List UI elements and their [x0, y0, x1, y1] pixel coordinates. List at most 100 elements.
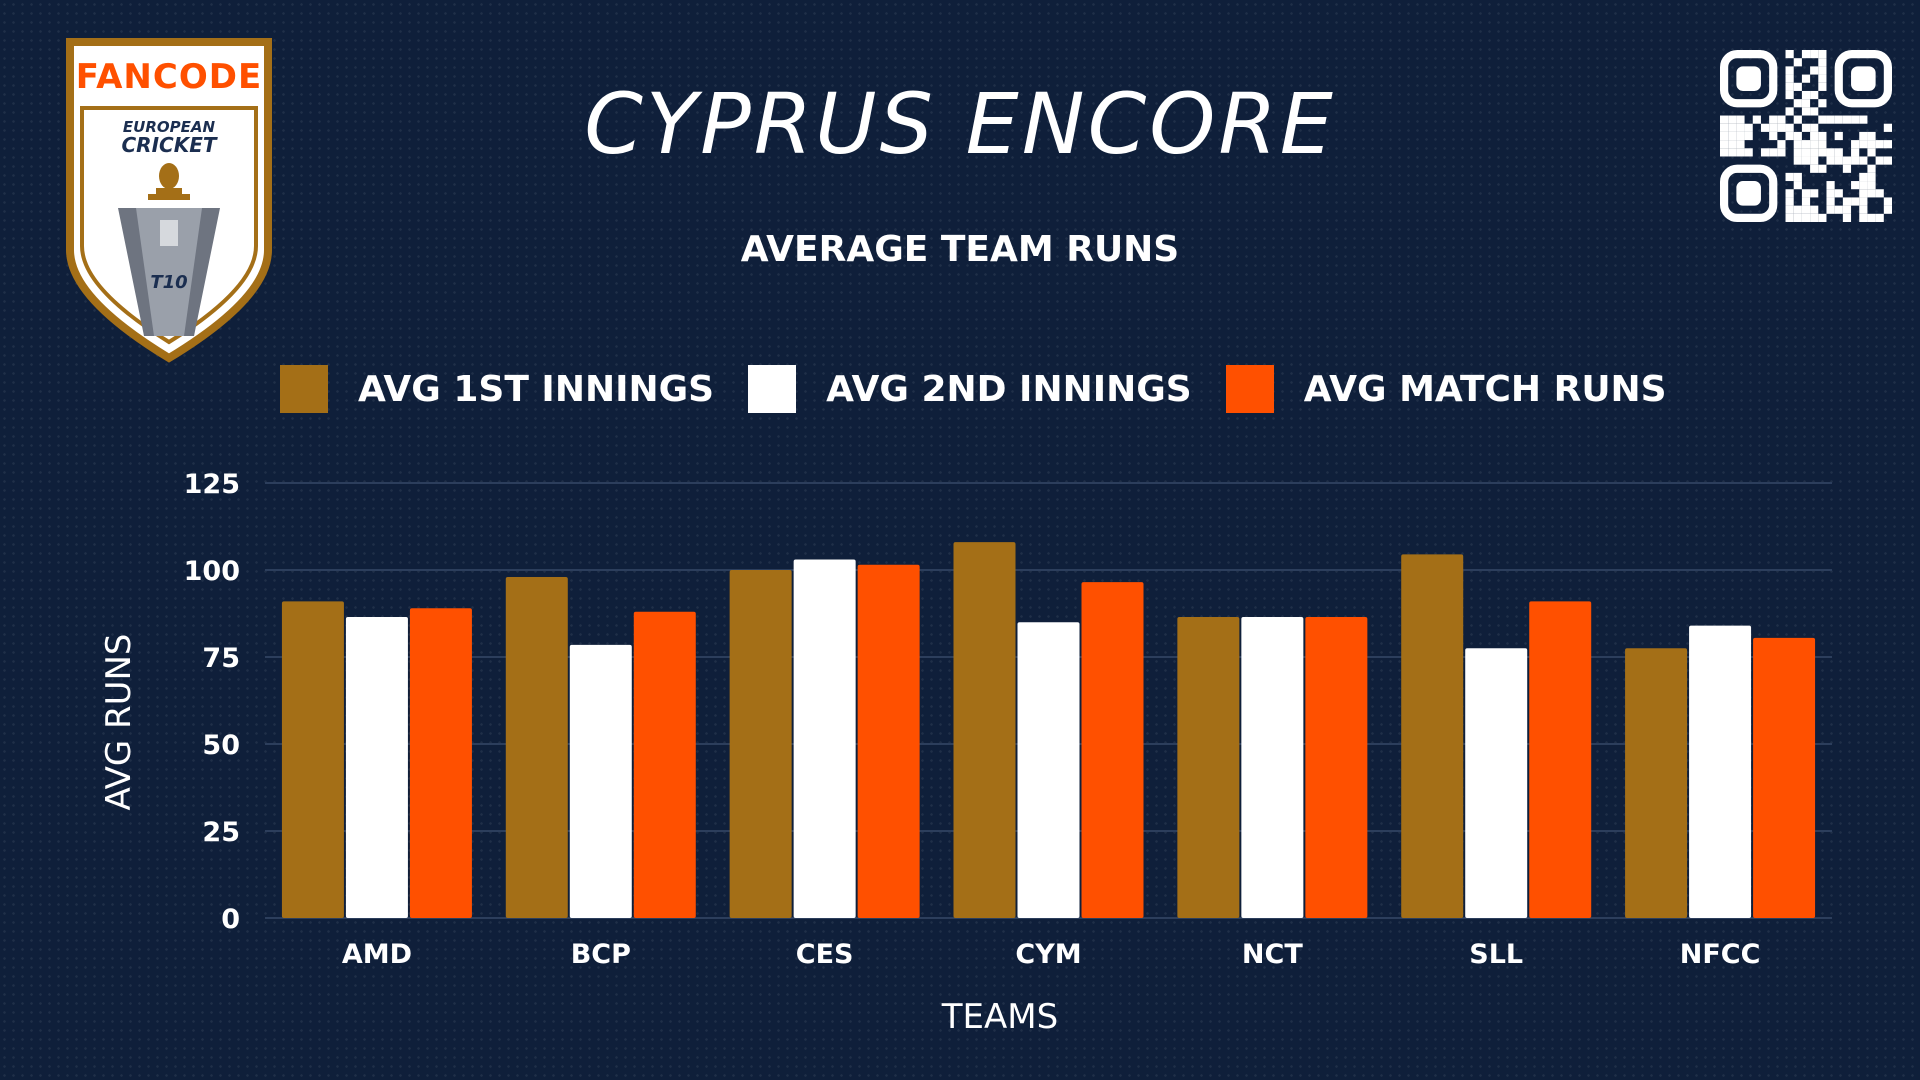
logo-format-text: T10	[150, 272, 187, 293]
qr-module	[1859, 181, 1868, 190]
y-tick-label: 75	[202, 643, 240, 674]
qr-module	[1826, 181, 1835, 190]
qr-module	[1728, 115, 1737, 124]
qr-module	[1728, 148, 1737, 157]
qr-module	[1883, 197, 1892, 206]
qr-module	[1777, 123, 1786, 132]
qr-module	[1785, 66, 1794, 75]
qr-module	[1793, 172, 1802, 182]
qr-module	[1801, 148, 1811, 157]
qr-module	[1851, 140, 1860, 149]
qr-finder-pattern	[1720, 50, 1778, 108]
qr-module	[1859, 172, 1868, 182]
qr-module	[1720, 123, 1729, 132]
qr-module	[1785, 197, 1794, 206]
qr-module	[1793, 181, 1802, 190]
qr-module	[1736, 148, 1745, 157]
qr-module	[1801, 189, 1811, 198]
qr-module	[1793, 156, 1802, 165]
qr-module	[1818, 50, 1827, 59]
legend-swatch-match-runs	[1225, 365, 1274, 413]
qr-module	[1851, 115, 1860, 124]
qr-module	[1834, 205, 1843, 214]
bar-cym-series-2	[1017, 622, 1080, 918]
qr-module	[1785, 213, 1794, 222]
qr-module	[1769, 115, 1778, 124]
qr-finder-pattern	[1834, 50, 1892, 108]
y-tick-label: 125	[184, 469, 240, 500]
qr-module	[1736, 115, 1745, 124]
qr-module	[1793, 213, 1802, 222]
legend-item-2nd-innings: AVG 2ND INNINGS	[748, 365, 1192, 413]
qr-module	[1777, 115, 1786, 124]
qr-module	[1801, 156, 1811, 165]
qr-module	[1777, 148, 1786, 157]
qr-module	[1842, 213, 1852, 222]
qr-module	[1859, 131, 1868, 141]
qr-module	[1785, 82, 1794, 91]
qr-module	[1810, 66, 1819, 75]
qr-module	[1867, 189, 1876, 198]
bar-bcp-series-3	[633, 611, 696, 918]
qr-module	[1810, 189, 1819, 198]
x-tick-label: CYM	[1015, 939, 1081, 970]
qr-module	[1842, 156, 1852, 165]
y-tick-label: 25	[202, 817, 240, 848]
qr-module	[1801, 213, 1811, 222]
x-tick-label: CES	[796, 939, 854, 970]
bar-amd-series-2	[345, 616, 408, 918]
qr-module	[1867, 148, 1876, 157]
bar-nct-series-2	[1241, 616, 1304, 918]
qr-module	[1728, 123, 1737, 132]
qr-module	[1810, 156, 1819, 165]
logo-shield-inner	[80, 106, 258, 345]
legend-label-match-runs: AVG MATCH RUNS	[1303, 368, 1667, 410]
qr-module	[1793, 115, 1802, 124]
qr-module	[1818, 58, 1827, 67]
bar-nct-series-3	[1305, 616, 1368, 918]
qr-module	[1826, 189, 1835, 198]
qr-module	[1818, 131, 1827, 141]
y-tick-label: 0	[221, 904, 240, 935]
qr-module	[1818, 148, 1827, 157]
qr-module	[1769, 123, 1778, 132]
x-tick-label: BCP	[571, 939, 631, 970]
logo-ball-icon	[159, 163, 179, 189]
fancode-european-cricket-logo: FANCODE EUROPEAN CRICKET T10	[66, 38, 272, 363]
qr-module	[1793, 205, 1802, 214]
qr-module	[1867, 131, 1876, 141]
bar-bcp-series-1	[505, 576, 568, 918]
qr-module	[1785, 107, 1794, 116]
qr-module	[1867, 181, 1876, 190]
qr-module	[1793, 148, 1802, 157]
qr-module	[1769, 131, 1778, 141]
qr-module	[1793, 82, 1802, 91]
qr-module	[1859, 115, 1868, 124]
x-axis-title: TEAMS	[941, 997, 1058, 1037]
bar-sll-series-3	[1529, 601, 1592, 918]
bar-bcp-series-2	[569, 644, 632, 918]
qr-module	[1785, 74, 1794, 83]
qr-module	[1785, 123, 1794, 132]
qr-module	[1883, 156, 1892, 165]
qr-module	[1834, 156, 1843, 165]
qr-module	[1875, 156, 1884, 165]
bar-sll-series-2	[1465, 648, 1528, 918]
qr-module	[1883, 140, 1892, 149]
qr-module	[1801, 123, 1811, 132]
qr-module	[1859, 189, 1868, 198]
qr-module	[1793, 140, 1802, 149]
qr-module	[1728, 131, 1737, 141]
qr-module	[1810, 213, 1819, 222]
qr-module	[1818, 66, 1827, 75]
qr-module	[1760, 123, 1770, 132]
bar-nfcc-series-2	[1689, 625, 1752, 918]
qr-module	[1785, 90, 1794, 100]
legend-swatch-2nd-innings	[748, 365, 797, 413]
qr-module	[1818, 164, 1827, 173]
qr-module	[1883, 123, 1892, 132]
qr-module	[1810, 107, 1819, 116]
qr-module	[1859, 197, 1868, 206]
qr-module	[1736, 131, 1745, 141]
qr-module	[1867, 213, 1876, 222]
